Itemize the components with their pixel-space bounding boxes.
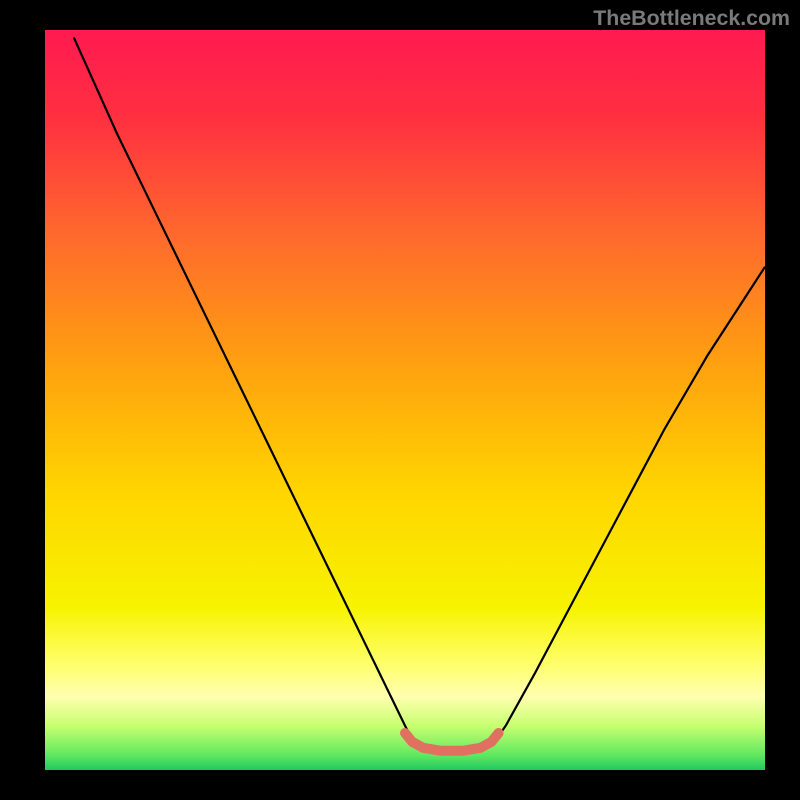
- plot-area: [45, 30, 765, 770]
- outer-frame: TheBottleneck.com: [0, 0, 800, 800]
- right-curve: [491, 267, 765, 747]
- trough-marker: [405, 733, 499, 751]
- left-curve: [74, 37, 416, 746]
- curve-layer: [45, 30, 765, 770]
- watermark-label: TheBottleneck.com: [593, 6, 790, 31]
